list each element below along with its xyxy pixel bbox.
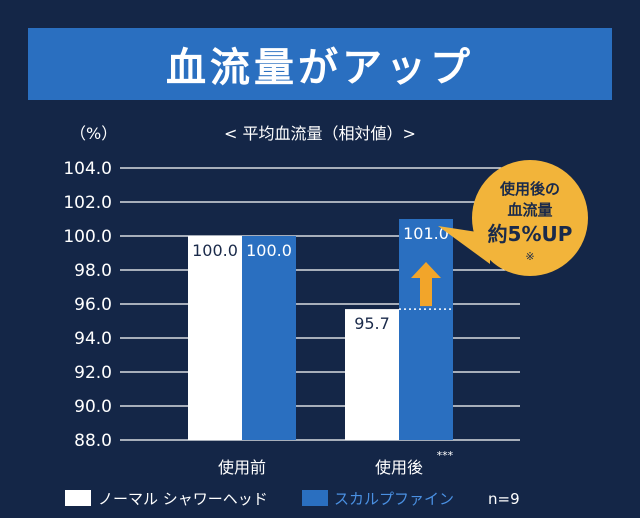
y-tick-label: 92.0	[74, 363, 112, 383]
bar	[345, 309, 399, 440]
callout-bubble	[472, 160, 588, 276]
bar	[399, 219, 453, 440]
callout-footnote-mark: ※	[525, 250, 534, 263]
significance-mark: ***	[437, 449, 454, 462]
sample-size-label: n=9	[488, 490, 520, 508]
legend-swatch	[302, 490, 328, 506]
y-tick-label: 102.0	[63, 193, 112, 213]
y-tick-label: 90.0	[74, 397, 112, 417]
increase-arrow-shaft	[420, 276, 432, 307]
y-tick-label: 98.0	[74, 261, 112, 281]
callout-line: 血流量	[507, 201, 552, 219]
y-tick-label: 88.0	[74, 431, 112, 451]
legend-label: スカルプファイン	[334, 490, 454, 508]
bar-value-label: 95.7	[354, 314, 390, 333]
page-title: 血流量がアップ	[166, 45, 474, 91]
x-category-label: 使用前	[218, 458, 266, 477]
y-tick-label: 100.0	[63, 227, 112, 247]
y-tick-label: 104.0	[63, 159, 112, 179]
bar-value-label: 100.0	[246, 241, 292, 260]
bar	[188, 236, 242, 440]
legend-label: ノーマル シャワーヘッド	[98, 490, 268, 508]
y-tick-label: 94.0	[74, 329, 112, 349]
callout-highlight: 約5%UP	[488, 222, 573, 246]
bar	[242, 236, 296, 440]
y-tick-label: 96.0	[74, 295, 112, 315]
bar-value-label: 100.0	[192, 241, 238, 260]
bar-value-label: 101.0	[403, 224, 449, 243]
legend-swatch	[65, 490, 91, 506]
callout-line: 使用後の	[499, 180, 560, 198]
chart-title: < 平均血流量（相対値）>	[224, 124, 416, 143]
x-category-label: 使用後	[375, 458, 423, 477]
title-banner: 血流量がアップ	[28, 28, 612, 100]
y-axis-label: （%）	[70, 124, 117, 143]
increase-arrow-head	[411, 262, 441, 278]
